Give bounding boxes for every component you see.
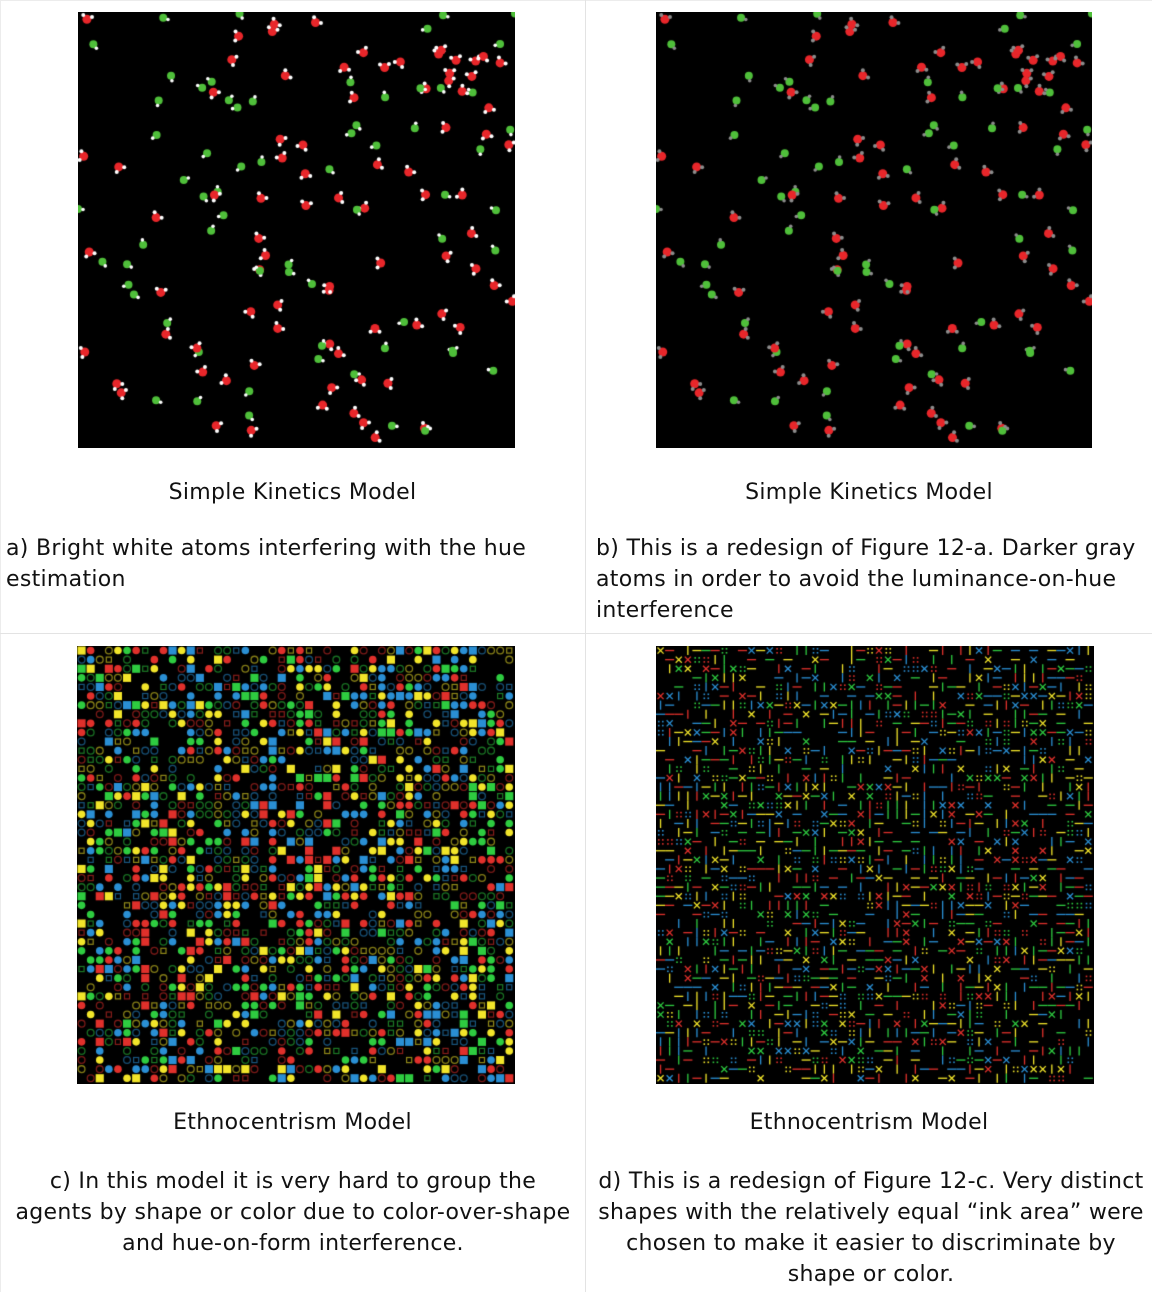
panel-c-caption: c) In this model it is very hard to grou…: [15, 1169, 571, 1256]
panel-b-model-title: Simple Kinetics Model: [745, 480, 993, 505]
panel-d-caption: d) This is a redesign of Figure 12-c. Ve…: [598, 1169, 1144, 1287]
ethnocentrism-canvas-d: [656, 646, 1094, 1084]
column-divider: [585, 0, 586, 1292]
simple-kinetics-canvas-a: [78, 12, 515, 448]
simple-kinetics-image-a: [78, 12, 515, 448]
panel-b-caption: b) This is a redesign of Figure 12-a. Da…: [596, 536, 1136, 623]
left-border: [0, 0, 1, 1292]
ethnocentrism-canvas-c: [77, 646, 515, 1084]
ethnocentrism-image-d: [656, 646, 1094, 1084]
panel-d-model-title: Ethnocentrism Model: [749, 1110, 989, 1135]
panel-a-caption: a) Bright white atoms interfering with t…: [6, 536, 527, 592]
ethnocentrism-image-c: [77, 646, 515, 1084]
panel-a-model-title: Simple Kinetics Model: [168, 480, 417, 505]
row-divider: [0, 633, 1152, 634]
panel-c-model-title: Ethnocentrism Model: [173, 1110, 412, 1135]
top-border: [0, 0, 1152, 1]
simple-kinetics-image-b: [656, 12, 1092, 448]
simple-kinetics-canvas-b: [656, 12, 1092, 448]
